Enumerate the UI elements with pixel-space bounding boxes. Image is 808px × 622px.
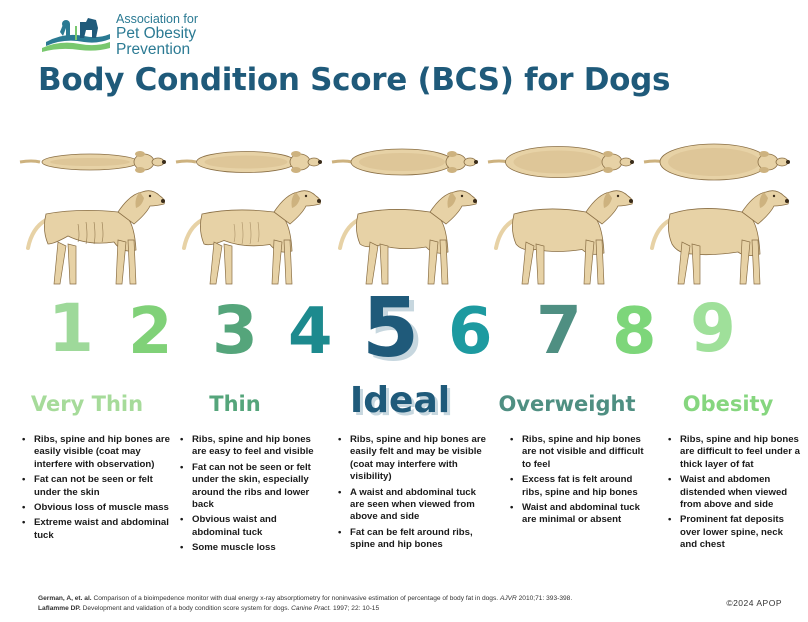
- score-2: 2: [128, 295, 173, 369]
- bullet-item: Fat can not be seen or felt under the sk…: [22, 474, 170, 499]
- apop-logo: Association for Pet Obesity Prevention: [40, 12, 240, 60]
- dog-top-view-3: [330, 140, 482, 184]
- reference-1-tail: 2010;71: 393-398.: [516, 595, 573, 602]
- reference-2: Laflamme DP. Development and validation …: [38, 604, 572, 614]
- bullets-very-thin: Ribs, spine and hip bones are easily vis…: [22, 434, 170, 545]
- reference-1-journal: AJVR: [499, 595, 517, 602]
- bullet-item: Waist and abdominal tuck are minimal or …: [510, 502, 650, 527]
- logo-mark-icon: [42, 18, 110, 52]
- dog-side-view-2: [174, 184, 326, 294]
- bullet-item: Extreme waist and abdominal tuck: [22, 517, 170, 542]
- dog-side-view-5: [642, 184, 794, 294]
- reference-2-journal: Canine Pract.: [291, 605, 332, 612]
- score-9: 9: [690, 290, 736, 367]
- bullet-item: Ribs, spine and hip bones are easily vis…: [22, 434, 170, 471]
- reference-2-author: Laflamme DP.: [38, 605, 81, 612]
- score-3: 3: [212, 292, 258, 369]
- reference-2-tail: 1997; 22: 10-15: [331, 605, 380, 612]
- org-name: Association for Pet Obesity Prevention: [116, 12, 198, 58]
- dog-side-view-4: [486, 184, 638, 294]
- score-6: 6: [448, 295, 493, 369]
- category-label-overweight: Overweight: [498, 392, 636, 416]
- dog-top-view-2: [174, 140, 326, 184]
- org-name-line3: Prevention: [116, 41, 191, 58]
- bullet-item: Excess fat is felt around ribs, spine an…: [510, 474, 650, 499]
- category-label-obesity: Obesity: [682, 392, 774, 416]
- copyright: ©2024 APOP: [726, 598, 782, 608]
- dog-top-view-5: [642, 140, 794, 184]
- references: German, A, et. al. Comparison of a bioim…: [38, 594, 572, 614]
- score-4: 4: [288, 295, 333, 369]
- dog-side-view-1: [18, 184, 170, 294]
- reference-1-author: German, A, et. al.: [38, 595, 92, 602]
- bullet-item: Obvious loss of muscle mass: [22, 502, 170, 515]
- bullet-item: Ribs, spine and hip bones are not visibl…: [510, 434, 650, 471]
- bullet-item: Obvious waist and abdominal tuck: [180, 514, 320, 539]
- dog-top-view-4: [486, 140, 638, 184]
- bullet-item: Ribs, spine and hip bones are easily fel…: [338, 434, 486, 484]
- reference-2-text: Development and validation of a body con…: [80, 605, 292, 612]
- dog-top-view-1: [18, 140, 170, 184]
- page-title: Body Condition Score (BCS) for Dogs: [38, 62, 671, 98]
- org-name-line2: Pet Obesity: [116, 25, 197, 42]
- score-1: 1: [48, 290, 94, 367]
- bullet-item: Ribs, spine and hip bones are difficult …: [668, 434, 800, 471]
- bullet-item: Waist and abdomen distended when viewed …: [668, 474, 800, 511]
- bullet-item: Ribs, spine and hip bones are easy to fe…: [180, 434, 320, 459]
- reference-1-text: Comparison of a bioimpedence monitor wit…: [91, 595, 500, 602]
- bullets-obesity: Ribs, spine and hip bones are difficult …: [668, 434, 800, 555]
- category-label-very-thin: Very Thin: [30, 392, 144, 416]
- reference-1: German, A, et. al. Comparison of a bioim…: [38, 594, 572, 604]
- score-8: 8: [612, 295, 657, 369]
- dog-side-view-3: [330, 184, 482, 294]
- bullet-item: Prominent fat deposits over lower spine,…: [668, 514, 800, 551]
- bullet-item: A waist and abdominal tuck are seen when…: [338, 487, 486, 524]
- org-name-line1: Association for: [116, 12, 198, 26]
- bullets-overweight: Ribs, spine and hip bones are not visibl…: [510, 434, 650, 530]
- bullets-thin: Ribs, spine and hip bones are easy to fe…: [180, 434, 320, 558]
- bullets-ideal: Ribs, spine and hip bones are easily fel…: [338, 434, 486, 555]
- score-7: 7: [536, 292, 582, 369]
- score-5: 5: [362, 281, 420, 376]
- bullet-item: Fat can be felt around ribs, spine and h…: [338, 527, 486, 552]
- category-label-thin: Thin: [209, 392, 261, 416]
- category-label-ideal: Ideal: [349, 380, 451, 421]
- bullet-item: Fat can not be seen or felt under the sk…: [180, 462, 320, 512]
- bullet-item: Some muscle loss: [180, 542, 320, 555]
